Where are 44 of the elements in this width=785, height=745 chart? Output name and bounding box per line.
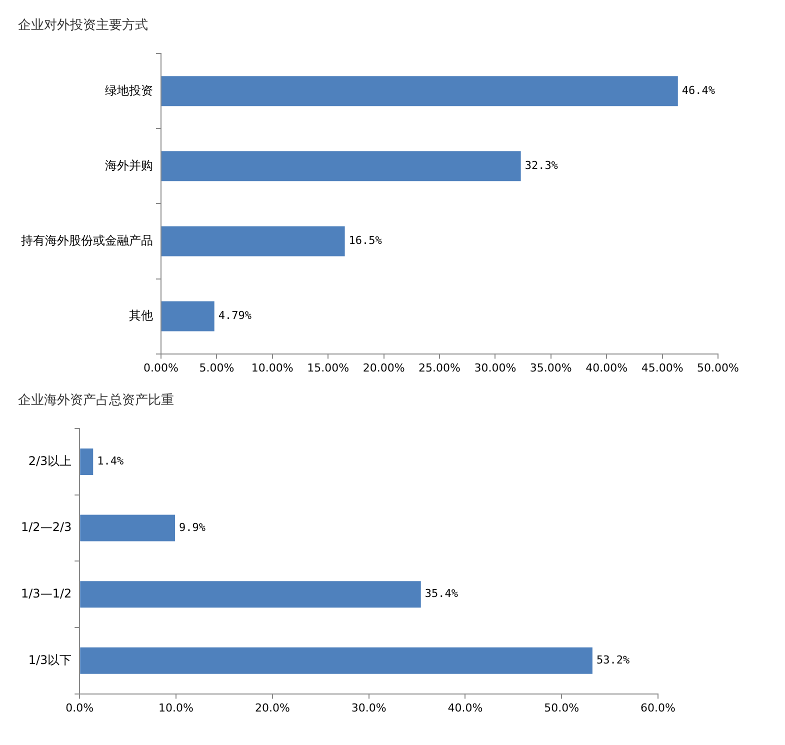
bar xyxy=(162,151,521,182)
y-tick-label: 1/3—1/2 xyxy=(21,586,72,600)
bar xyxy=(162,76,678,106)
x-tick-label: 20.00% xyxy=(362,361,405,374)
y-tick-label: 1/3以下 xyxy=(28,652,72,667)
y-tick-label: 2/3以上 xyxy=(28,454,72,468)
x-tick-label: 50.00% xyxy=(697,361,739,374)
bar xyxy=(80,647,592,674)
data-label: 53.2% xyxy=(596,654,630,667)
x-tick-label: 0.00% xyxy=(144,361,178,374)
data-label: 16.5% xyxy=(348,234,382,248)
x-tick-label: 35.00% xyxy=(530,361,572,374)
x-tick-label: 50.0% xyxy=(544,701,580,714)
x-tick-label: 30.0% xyxy=(351,701,386,714)
bar xyxy=(80,448,94,476)
data-label: 9.9% xyxy=(179,520,206,534)
x-tick-label: 15.00% xyxy=(307,361,350,374)
x-tick-label: 30.00% xyxy=(474,361,516,374)
chart-title: 企业对外投资主要方式 xyxy=(18,17,148,34)
data-label: 1.4% xyxy=(97,454,124,468)
x-tick-label: 10.00% xyxy=(251,361,294,374)
x-tick-label: 60.0% xyxy=(640,701,676,714)
chart-title: 企业海外资产占总资产比重 xyxy=(18,393,174,408)
x-tick-label: 25.00% xyxy=(418,361,460,374)
bar xyxy=(162,301,214,332)
y-tick-label: 1/2—2/3 xyxy=(21,520,72,534)
data-label: 46.4% xyxy=(682,84,716,97)
data-label: 32.3% xyxy=(524,159,558,172)
x-tick-label: 5.00% xyxy=(199,361,234,374)
x-tick-label: 20.0% xyxy=(254,701,290,714)
y-tick-label: 海外并购 xyxy=(105,158,153,172)
bar xyxy=(80,514,176,542)
x-tick-label: 10.0% xyxy=(158,701,194,714)
data-label: 35.4% xyxy=(424,587,458,600)
data-label: 4.79% xyxy=(218,309,252,322)
x-tick-label: 40.0% xyxy=(448,701,483,714)
x-tick-label: 40.00% xyxy=(586,361,628,374)
y-tick-label: 其他 xyxy=(129,308,153,322)
y-tick-label: 持有海外股份或金融产品 xyxy=(21,233,153,248)
bar xyxy=(162,226,345,256)
x-tick-label: 0.0% xyxy=(66,701,94,714)
bar xyxy=(80,581,421,608)
y-tick-label: 绿地投资 xyxy=(105,83,153,98)
x-tick-label: 45.00% xyxy=(641,361,684,374)
